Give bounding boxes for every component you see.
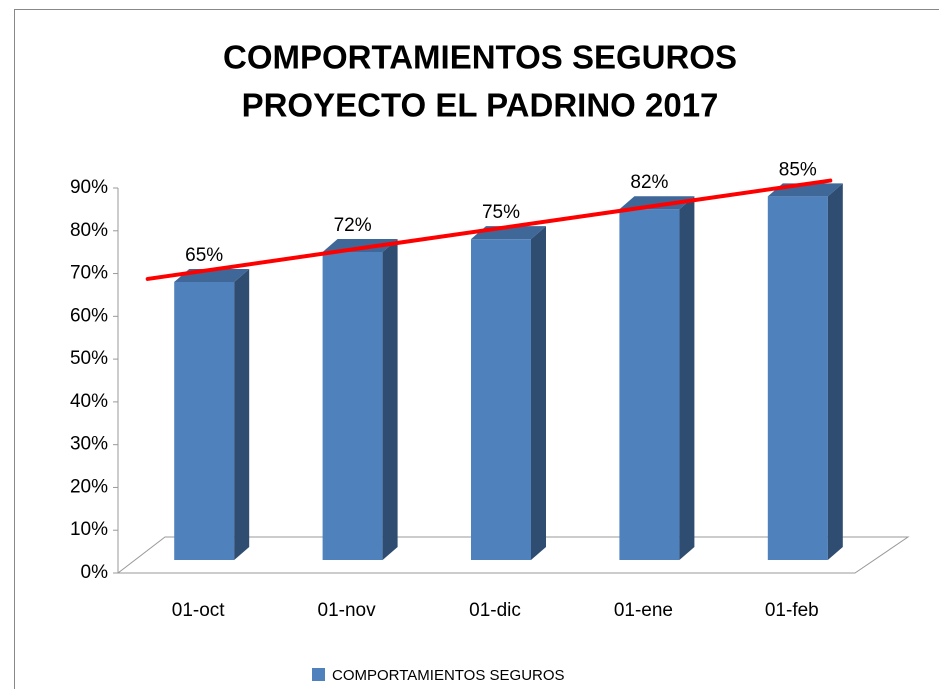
x-tick-label: 01-oct <box>172 600 226 621</box>
data-label: 85% <box>779 159 817 180</box>
data-label: 72% <box>334 215 372 236</box>
bar-top <box>619 196 695 210</box>
legend-label: COMPORTAMIENTOS SEGUROS <box>332 667 565 684</box>
chart-title: COMPORTAMIENTOS SEGUROS <box>223 39 737 76</box>
y-tick-label: 10% <box>70 519 108 540</box>
x-tick-label: 01-ene <box>614 600 673 621</box>
floor <box>116 536 910 574</box>
bar-side <box>382 239 398 560</box>
y-tick-label: 80% <box>70 220 108 241</box>
bar-side <box>679 196 695 560</box>
bar-side <box>531 226 546 560</box>
bar <box>322 252 383 560</box>
x-tick-label: 01-feb <box>765 600 819 621</box>
x-tick-label: 01-dic <box>469 600 521 621</box>
x-tick-label: 01-nov <box>318 600 377 621</box>
bar <box>471 239 531 560</box>
chart-title: PROYECTO EL PADRINO 2017 <box>242 87 719 124</box>
bar-side <box>827 183 843 560</box>
data-label: 82% <box>630 172 668 193</box>
trendline <box>145 178 833 281</box>
y-tick-label: 50% <box>70 348 108 369</box>
y-tick-label: 40% <box>70 391 108 412</box>
data-label: 75% <box>482 202 520 223</box>
y-tick-label: 90% <box>70 177 108 198</box>
legend-swatch <box>312 668 325 681</box>
bar-top <box>322 239 398 252</box>
bar-side <box>234 268 250 560</box>
bar <box>767 196 828 560</box>
data-label: 65% <box>185 245 223 266</box>
y-tick-label: 30% <box>70 434 108 455</box>
y-tick-label: 20% <box>70 476 108 497</box>
y-tick-label: 0% <box>81 562 109 583</box>
bar <box>619 209 680 560</box>
y-tick-label: 70% <box>70 263 108 284</box>
y-tick-label: 60% <box>70 305 108 326</box>
bar <box>174 281 235 560</box>
